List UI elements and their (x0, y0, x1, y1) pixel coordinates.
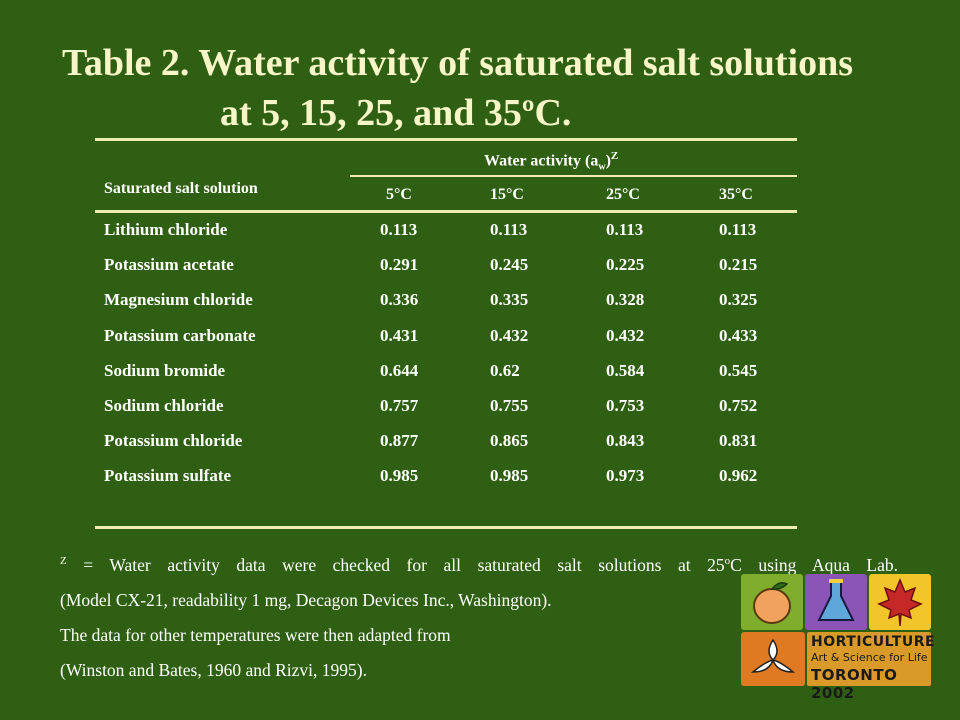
table-bottom-rule (95, 526, 797, 529)
group-header: Water activity (aw)Z (484, 150, 619, 173)
water-activity-value: 0.431 (380, 326, 419, 345)
water-activity-value: 0.245 (490, 255, 529, 274)
water-activity-value: 0.644 (380, 361, 419, 380)
water-activity-value: 0.877 (380, 431, 419, 450)
salt-name: Potassium carbonate (104, 326, 256, 345)
footnote-line-2: (Model CX-21, readability 1 mg, Decagon … (60, 589, 552, 610)
column-header: 35°C (719, 186, 753, 203)
salt-name: Lithium chloride (104, 220, 228, 239)
water-activity-value: 0.843 (606, 431, 645, 450)
water-activity-value: 0.831 (719, 431, 758, 450)
flask-icon (805, 574, 867, 630)
water-activity-value: 0.755 (490, 396, 529, 415)
salt-name: Sodium bromide (104, 361, 226, 380)
title-line-2: at 5, 15, 25, and 35ºC. (220, 92, 572, 134)
group-header-rule (350, 175, 797, 177)
water-activity-value: 0.985 (380, 466, 419, 485)
logo-word-horticulture: HORTICULTURE (811, 634, 936, 650)
row-header: Saturated salt solution (104, 180, 258, 197)
water-activity-value: 0.432 (606, 326, 645, 345)
water-activity-value: 0.328 (606, 290, 645, 309)
water-activity-value: 0.291 (380, 255, 419, 274)
footnote-line-4: (Winston and Bates, 1960 and Rizvi, 1995… (60, 659, 367, 680)
maple-leaf-icon (869, 574, 931, 630)
trillium-icon (741, 632, 805, 686)
column-header: 5°C (386, 186, 412, 203)
column-header: 15°C (490, 186, 524, 203)
peach-icon (741, 574, 803, 630)
water-activity-value: 0.215 (719, 255, 758, 274)
logo-tagline: Art & Science for Life (811, 651, 928, 664)
footnote: Z = Water activity data were checked for… (60, 544, 900, 688)
water-activity-value: 0.113 (490, 220, 528, 239)
water-activity-value: 0.113 (380, 220, 418, 239)
salt-name: Sodium chloride (104, 396, 224, 415)
table-top-rule (95, 138, 797, 141)
water-activity-value: 0.325 (719, 290, 758, 309)
water-activity-value: 0.753 (606, 396, 645, 415)
water-activity-value: 0.113 (606, 220, 644, 239)
column-header: 25°C (606, 186, 640, 203)
footnote-line-3: The data for other temperatures were the… (60, 624, 451, 645)
title-line-1: Table 2. Water activity of saturated sal… (62, 42, 853, 84)
water-activity-value: 0.985 (490, 466, 529, 485)
salt-name: Potassium acetate (104, 255, 234, 274)
salt-name: Potassium sulfate (104, 466, 232, 485)
water-activity-value: 0.432 (490, 326, 529, 345)
salt-name: Potassium chloride (104, 431, 243, 450)
water-activity-value: 0.545 (719, 361, 758, 380)
water-activity-value: 0.225 (606, 255, 645, 274)
water-activity-value: 0.752 (719, 396, 758, 415)
logo-word-toronto: TORONTO 2002 (811, 666, 898, 702)
water-activity-value: 0.865 (490, 431, 529, 450)
logo-banner: HORTICULTURE Art & Science for Life TORO… (807, 632, 935, 702)
water-activity-value: 0.962 (719, 466, 758, 485)
water-activity-value: 0.335 (490, 290, 529, 309)
water-activity-value: 0.433 (719, 326, 758, 345)
horticulture-toronto-logo: HORTICULTURE Art & Science for Life TORO… (741, 574, 935, 702)
water-activity-value: 0.973 (606, 466, 645, 485)
salt-name: Magnesium chloride (104, 290, 253, 309)
water-activity-value: 0.62 (490, 361, 520, 380)
footnote-marker: Z (60, 555, 67, 567)
water-activity-value: 0.336 (380, 290, 419, 309)
water-activity-value: 0.584 (606, 361, 645, 380)
footnote-line-1: Z = Water activity data were checked for… (60, 554, 898, 575)
water-activity-value: 0.757 (380, 396, 419, 415)
header-bottom-rule (95, 210, 797, 213)
water-activity-value: 0.113 (719, 220, 757, 239)
